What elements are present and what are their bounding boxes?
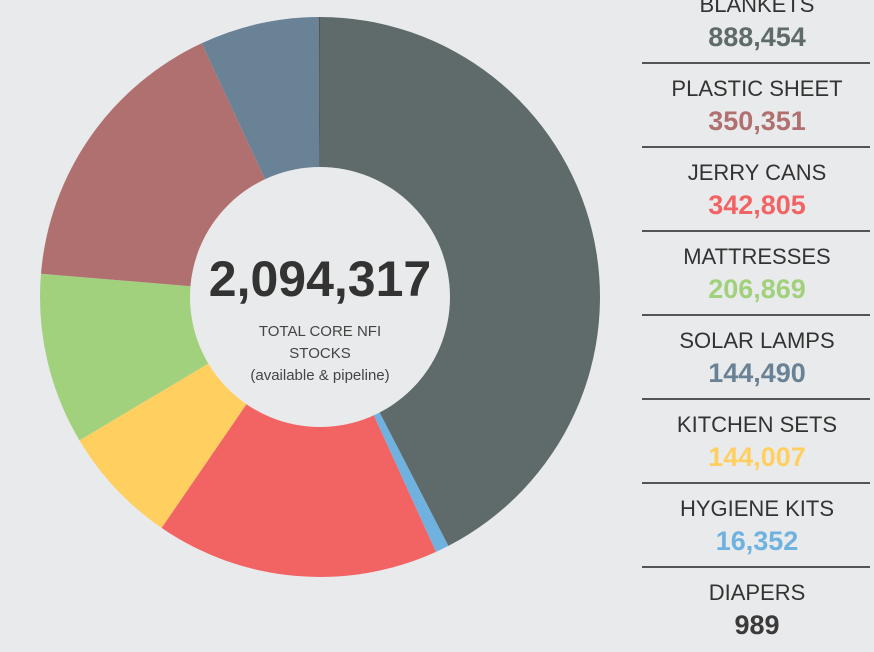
- legend-value: 206,869: [708, 274, 806, 304]
- center-text: (available & pipeline): [250, 367, 389, 384]
- center-text: STOCKS: [289, 345, 350, 362]
- legend-value: 888,454: [708, 22, 806, 52]
- legend-value: 989: [734, 610, 779, 640]
- legend-value: 350,351: [708, 106, 806, 136]
- legend-value: 16,352: [716, 526, 799, 556]
- legend-name: DIAPERS: [709, 580, 806, 605]
- legend-name: PLASTIC SHEET: [671, 76, 842, 101]
- slice: [161, 297, 436, 577]
- center-text: TOTAL CORE NFI: [259, 323, 381, 340]
- donut-hole: [190, 167, 450, 427]
- slice: [319, 17, 320, 297]
- legend-value: 144,007: [708, 442, 806, 472]
- legend-name: HYGIENE KITS: [680, 496, 834, 521]
- legend-name: BLANKETS: [700, 0, 815, 17]
- legend-name: SOLAR LAMPS: [679, 328, 834, 353]
- center-total: 2,094,317: [209, 251, 431, 307]
- legend-value: 144,490: [708, 358, 806, 388]
- legend-name: MATTRESSES: [683, 244, 831, 269]
- slice: [320, 17, 600, 546]
- legend-name: KITCHEN SETS: [677, 412, 837, 437]
- legend-value: 342,805: [708, 190, 806, 220]
- legend: BLANKETS 888,454 PLASTIC SHEET 350,351 JERRY…: [642, 0, 870, 640]
- legend-name: JERRY CANS: [688, 160, 827, 185]
